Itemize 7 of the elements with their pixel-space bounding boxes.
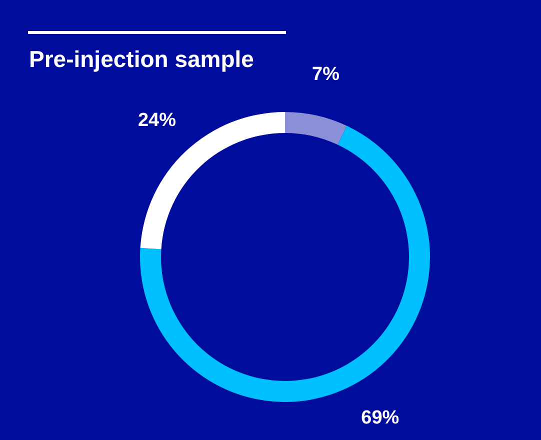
data-label: 24% [138, 110, 176, 132]
data-label: 69% [361, 407, 400, 428]
donut-slice [140, 112, 285, 250]
donut-slice [285, 112, 347, 145]
donut-slice [140, 126, 430, 402]
chart-title: Pre-injection sample [29, 46, 254, 73]
data-label: 7% [312, 64, 340, 86]
